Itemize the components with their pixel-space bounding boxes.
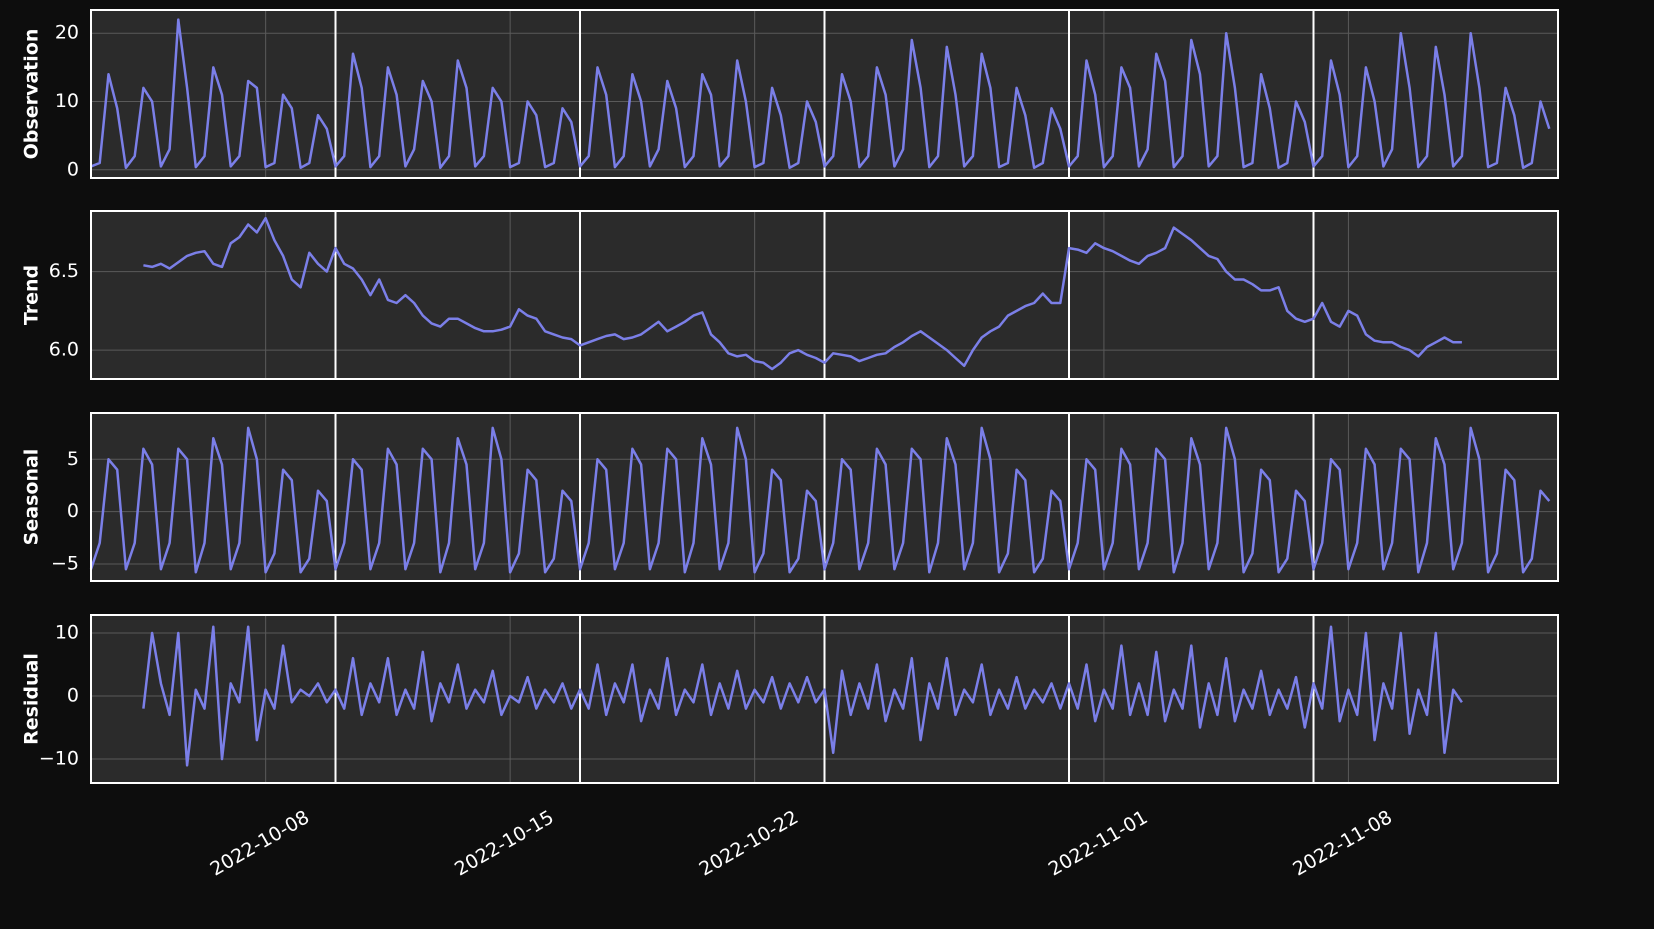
x-tick-label: 2022-10-22: [696, 806, 803, 880]
y-axis-label: Trend: [21, 265, 43, 325]
y-tick-label: −5: [51, 552, 79, 574]
y-tick-label: 0: [67, 500, 79, 522]
x-tick-label: 2022-10-15: [451, 806, 558, 880]
y-tick-label: 10: [55, 622, 79, 644]
y-tick-label: 5: [67, 448, 79, 470]
panel-frame: [90, 9, 1559, 179]
y-tick-label: 10: [55, 90, 79, 112]
series-line: [142, 625, 1463, 767]
panel-frame: [90, 412, 1559, 582]
panel-frame: [90, 210, 1559, 380]
series-line: [143, 216, 1462, 371]
x-tick-label: 2022-11-08: [1289, 806, 1396, 880]
series-line: [90, 18, 1551, 170]
y-tick-label: 0: [67, 685, 79, 707]
y-axis-label: Seasonal: [21, 449, 43, 546]
x-tick-label: 2022-11-01: [1045, 806, 1152, 880]
panel-frame: [90, 614, 1559, 784]
y-tick-label: 20: [55, 22, 79, 44]
y-tick-label: 6.5: [49, 260, 79, 282]
series-line: [89, 426, 1551, 574]
y-tick-label: 0: [67, 158, 79, 180]
y-tick-label: −10: [39, 748, 79, 770]
y-tick-label: 6.0: [49, 339, 79, 361]
x-tick-label: 2022-10-08: [207, 806, 314, 880]
y-axis-label: Residual: [21, 653, 43, 745]
y-axis-label: Observation: [21, 29, 43, 160]
